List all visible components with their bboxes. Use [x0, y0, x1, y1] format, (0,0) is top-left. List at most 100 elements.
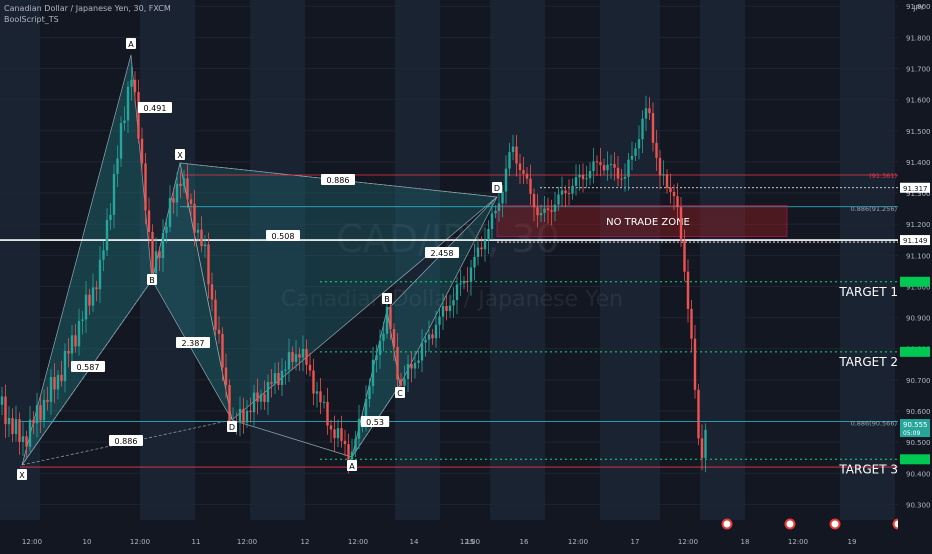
- ratio-box: [138, 102, 172, 113]
- point-label-box: [492, 182, 502, 193]
- session-band: [840, 0, 895, 520]
- price-box: [900, 182, 930, 193]
- candle-body: [109, 214, 112, 221]
- candle-body: [686, 271, 690, 309]
- candle-body: [704, 429, 707, 459]
- candle-body: [333, 429, 336, 439]
- candle-body: [140, 138, 144, 164]
- candle-body: [539, 213, 543, 216]
- candle-body: [350, 451, 354, 460]
- candle-body: [595, 161, 599, 163]
- candle-body: [53, 376, 56, 390]
- candle-body: [494, 210, 497, 214]
- candle-body: [448, 305, 452, 312]
- price-tick: 91.400: [906, 159, 931, 167]
- candle-body: [228, 384, 231, 422]
- candle-body: [130, 79, 133, 87]
- point-label-A: A: [349, 462, 355, 471]
- candle-body: [525, 173, 529, 179]
- candle-body: [256, 392, 259, 402]
- time-tick: 12: [301, 538, 310, 546]
- candle-body: [431, 334, 434, 339]
- ratio-label: 0.508: [272, 232, 295, 241]
- no-trade-zone: [496, 205, 788, 237]
- point-label-box: [347, 460, 357, 471]
- ratio-box: [109, 435, 143, 446]
- price-box-label: 91.149: [903, 237, 928, 245]
- candle-body: [98, 259, 102, 290]
- candle-body: [480, 247, 483, 250]
- candle-body: [224, 367, 228, 385]
- price-tick: 90.700: [906, 377, 931, 385]
- price-tick: 90.400: [906, 470, 931, 478]
- level-lines: NO TRADE ZONE: [0, 174, 898, 468]
- candle-body: [308, 364, 312, 371]
- candle-body: [536, 207, 539, 216]
- time-tick: 12:00: [130, 538, 150, 546]
- ratio-label: 0.886: [115, 437, 138, 446]
- fib-lower-label: 0.886(90.566): [851, 420, 897, 428]
- price-tick: 91.000: [906, 283, 931, 291]
- time-tick: 12:00: [348, 538, 368, 546]
- candle-body: [189, 199, 193, 204]
- ratio-label: 0.491: [144, 104, 167, 113]
- candle-body: [368, 386, 371, 400]
- candle-body: [434, 324, 438, 339]
- candle-body: [46, 399, 49, 402]
- price-tick: 91.600: [906, 97, 931, 105]
- candle-body: [630, 155, 634, 160]
- price-tick: 90.600: [906, 408, 931, 416]
- ratio-box: [266, 230, 300, 241]
- candle-body: [466, 280, 469, 283]
- time-tick: 16: [520, 538, 529, 546]
- candle-body: [273, 373, 277, 384]
- time-tick: 15: [466, 538, 475, 546]
- point-label-box: [126, 38, 136, 49]
- ratio-label: 0.587: [77, 363, 100, 372]
- time-axis-bg: [0, 532, 898, 550]
- time-tick: 12:00: [788, 538, 808, 546]
- pattern-line: [231, 419, 353, 458]
- candle-body: [364, 399, 368, 419]
- price-box: [900, 235, 930, 246]
- current-price: 90.555: [903, 421, 928, 429]
- candle-body: [543, 208, 546, 214]
- candle-body: [203, 244, 207, 247]
- indicator-name[interactable]: BoolScript_TS: [4, 15, 59, 24]
- candle-body: [357, 418, 361, 439]
- candle-body: [347, 444, 350, 460]
- candle-body: [200, 229, 203, 247]
- point-label-A: A: [128, 40, 134, 49]
- candle-body: [105, 220, 109, 251]
- price-box-label: 91.317: [903, 185, 928, 193]
- candle-body: [298, 354, 301, 358]
- candle-body: [0, 396, 4, 405]
- candle-body: [487, 228, 490, 241]
- candle-body: [665, 174, 669, 188]
- candle-body: [11, 418, 14, 435]
- candle-body: [336, 428, 340, 439]
- price-tick: 91.800: [906, 34, 931, 42]
- candle-body: [329, 425, 333, 430]
- candle-body: [420, 342, 424, 361]
- candle-body: [560, 190, 564, 195]
- candle-body: [70, 335, 74, 354]
- candle-body: [277, 373, 280, 385]
- current-price-box: [900, 419, 930, 438]
- candle-body: [182, 178, 186, 187]
- target-price-box: [900, 346, 930, 357]
- candle-body: [490, 213, 494, 229]
- price-tick: 90.300: [906, 501, 931, 509]
- candle-body: [518, 163, 522, 171]
- pattern-dash: [351, 384, 401, 458]
- candle-body: [343, 440, 347, 445]
- point-label-X: X: [177, 151, 183, 160]
- candle-body: [385, 306, 389, 334]
- candle-body: [287, 352, 291, 370]
- candle-body: [452, 300, 455, 306]
- candle-body: [196, 229, 200, 233]
- time-tick: 14: [410, 538, 419, 546]
